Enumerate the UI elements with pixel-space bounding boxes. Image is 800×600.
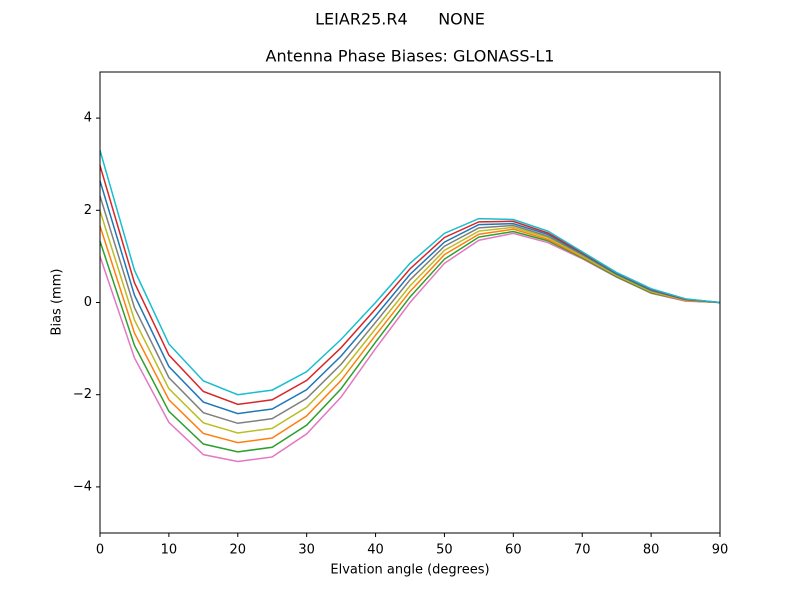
plot-area [99,150,721,463]
y-tick-label: −4 [73,479,92,494]
chart-title: Antenna Phase Biases: GLONASS-L1 [266,47,555,66]
y-axis-label: Bias (mm) [50,269,65,336]
x-tick-label: 80 [643,543,660,558]
y-tick-label: 2 [84,203,92,218]
suptitle: LEIAR25.R4 NONE [315,10,485,29]
x-axis-label: Elvation angle (degrees) [330,563,489,578]
x-tick-label: 40 [367,543,384,558]
y-tick-label: −2 [73,387,92,402]
line [99,232,721,463]
line [99,195,721,425]
line [99,225,721,444]
x-tick-label: 90 [712,543,729,558]
line [99,180,721,415]
x-tick-label: 60 [505,543,522,558]
line [99,210,721,434]
y-tick-label: 0 [84,295,92,310]
x-tick-label: 0 [96,543,104,558]
line [99,230,721,453]
x-tick-label: 20 [230,543,247,558]
x-tick-label: 70 [574,543,591,558]
x-tick-label: 10 [161,543,178,558]
line [99,150,721,396]
y-tick-label: 4 [84,111,92,126]
x-tick-label: 50 [436,543,453,558]
x-tick-label: 30 [298,543,315,558]
